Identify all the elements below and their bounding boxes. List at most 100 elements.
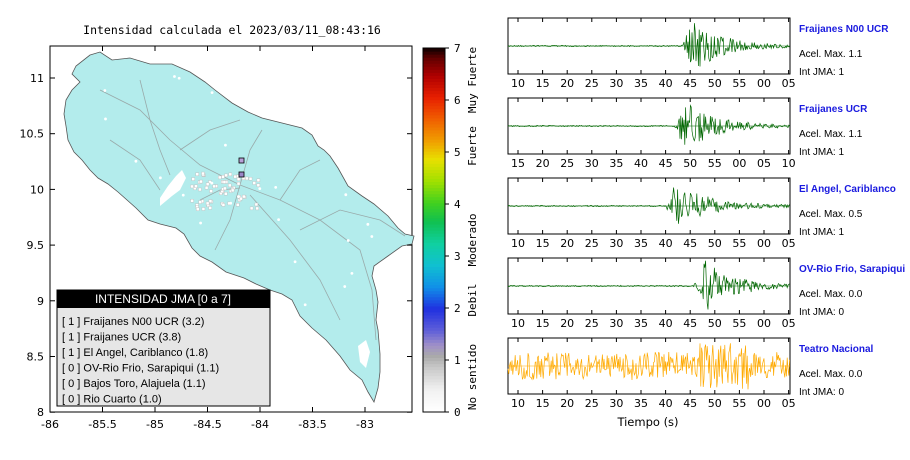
waveform-panel: 10 15 20 25 30 35 40 45 50 55 00 05 Fraijanes N00 UC…	[507, 17, 889, 90]
waveform-tick-label: 35	[634, 237, 648, 250]
waveform-tick-label: 30	[609, 237, 623, 250]
map-x-tick-label: -86	[41, 418, 59, 431]
waveform-tick-label: 30	[609, 77, 623, 90]
station-dot	[239, 196, 243, 201]
station-dot	[303, 303, 307, 307]
station-dot	[190, 184, 194, 189]
station-name: Fraijanes UCR	[799, 104, 868, 115]
legend-item: [ 0 ] Rio Cuarto (1.0)	[62, 394, 162, 406]
station-dot	[346, 239, 350, 242]
station-max-accel: Acel. Max. 0.0	[799, 369, 863, 380]
station-max-accel: Acel. Max. 0.5	[799, 209, 863, 220]
waveform-tick-label: 10	[782, 157, 796, 170]
station-dot	[190, 199, 194, 203]
station-dot	[236, 181, 241, 186]
station-dot	[223, 186, 227, 191]
waveform-trace	[508, 187, 790, 224]
station-dot	[237, 195, 240, 198]
station-dot	[227, 279, 231, 283]
colorbar-tick-label: 0	[454, 406, 461, 419]
waveform-tick-label: 25	[560, 157, 574, 170]
waveform-tick-label: 15	[536, 77, 550, 90]
colorbar-tick-label: 6	[454, 94, 461, 107]
station-dot	[229, 201, 233, 205]
station-dot	[370, 235, 374, 238]
station-marker	[238, 171, 245, 178]
waveform-tick-label: 00	[757, 397, 771, 410]
station-dot	[224, 173, 228, 178]
waveform-tick-label: 45	[683, 397, 697, 410]
station-dot	[221, 175, 225, 179]
waveform-tick-label: 25	[585, 317, 599, 330]
station-dot	[228, 172, 233, 177]
station-dot	[350, 271, 354, 275]
map-x-axis: -86 -85.5 -85 -84.5 -84 -83.5 -83	[41, 46, 374, 431]
station-dot	[256, 183, 261, 187]
station-dot	[201, 207, 206, 211]
station-dot	[224, 143, 227, 147]
waveform-tick-label: 40	[659, 77, 673, 90]
waveform-tick-label: 40	[659, 397, 673, 410]
waveform-tick-label: 45	[659, 157, 673, 170]
waveform-tick-label: 35	[634, 77, 648, 90]
station-jma-intensity: Int JMA: 1	[799, 227, 844, 238]
station-name: OV-Rio Frio, Sarapiqui	[799, 264, 905, 275]
waveform-tick-label: 45	[683, 237, 697, 250]
map-x-tick-label: -84	[251, 418, 269, 431]
map-y-tick-label: 9	[37, 295, 44, 308]
waveform-tick-label: 55	[732, 77, 746, 90]
station-dot	[255, 206, 259, 211]
waveform-tick-label: 05	[782, 77, 796, 90]
waveform-tick-label: 55	[708, 157, 722, 170]
station-dot	[236, 203, 240, 207]
colorbar-level-label: Debil	[466, 283, 479, 316]
waveform-tick-label: 50	[683, 157, 697, 170]
waveform-tick-label: 15	[536, 317, 550, 330]
map-y-tick-label: 8.5	[27, 351, 45, 364]
station-dot	[277, 218, 281, 222]
waveform-trace	[507, 23, 790, 67]
map-y-tick-label: 10	[30, 183, 44, 196]
map-x-tick-label: -83	[356, 418, 374, 431]
station-dot	[87, 248, 91, 252]
station-dot	[205, 201, 210, 206]
station-dot	[196, 207, 200, 211]
waveform-panel: 15 20 25 30 35 40 45 50 55 00 05 10 Fraijanes UCR Ace…	[507, 97, 868, 170]
station-dot	[314, 343, 318, 346]
waveform-tick-label: 45	[683, 317, 697, 330]
waveform-tick-label: 50	[708, 317, 722, 330]
waveform-panel: 10 15 20 25 30 35 40 45 50 55 00 05 Teatro Nacional A…	[507, 337, 873, 410]
colorbar-tick-label: 1	[454, 354, 461, 367]
waveform-tick-label: 05	[757, 157, 771, 170]
station-dot	[198, 187, 202, 192]
waveform-tick-label: 05	[782, 397, 796, 410]
waveform-panel: 10 15 20 25 30 35 40 45 50 55 00 05 OV-Rio Frio, Sar…	[507, 257, 905, 330]
colorbar-tick-label: 4	[454, 198, 461, 211]
station-dot	[218, 175, 222, 180]
colorbar-tick-label: 2	[454, 302, 461, 315]
station-dot	[242, 194, 246, 199]
station-dot	[233, 174, 237, 179]
waveform-trace	[507, 343, 790, 390]
waveform-tick-label: 10	[511, 397, 525, 410]
waveform-tick-label: 00	[732, 157, 746, 170]
station-dot	[134, 159, 138, 163]
station-dot	[212, 184, 216, 189]
waveform-tick-label: 25	[585, 237, 599, 250]
station-dot	[199, 179, 203, 184]
waveform-tick-label: 20	[560, 237, 574, 250]
station-dot	[366, 222, 370, 226]
waveform-tick-label: 55	[732, 317, 746, 330]
station-max-accel: Acel. Max. 1.1	[799, 129, 863, 140]
colorbar-tick-label: 7	[454, 42, 461, 55]
waveform-tick-label: 00	[757, 317, 771, 330]
waveform-tick-label: 10	[511, 237, 525, 250]
legend-item: [ 1 ] Fraijanes UCR (3.8)	[62, 332, 181, 344]
station-dot	[327, 122, 331, 125]
station-dot	[138, 226, 142, 230]
station-dot	[103, 89, 107, 92]
station-dot	[256, 178, 261, 183]
colorbar-level-label: Moderado	[466, 214, 479, 267]
waveform-tick-label: 30	[585, 157, 599, 170]
station-jma-intensity: Int JMA: 1	[799, 147, 844, 158]
